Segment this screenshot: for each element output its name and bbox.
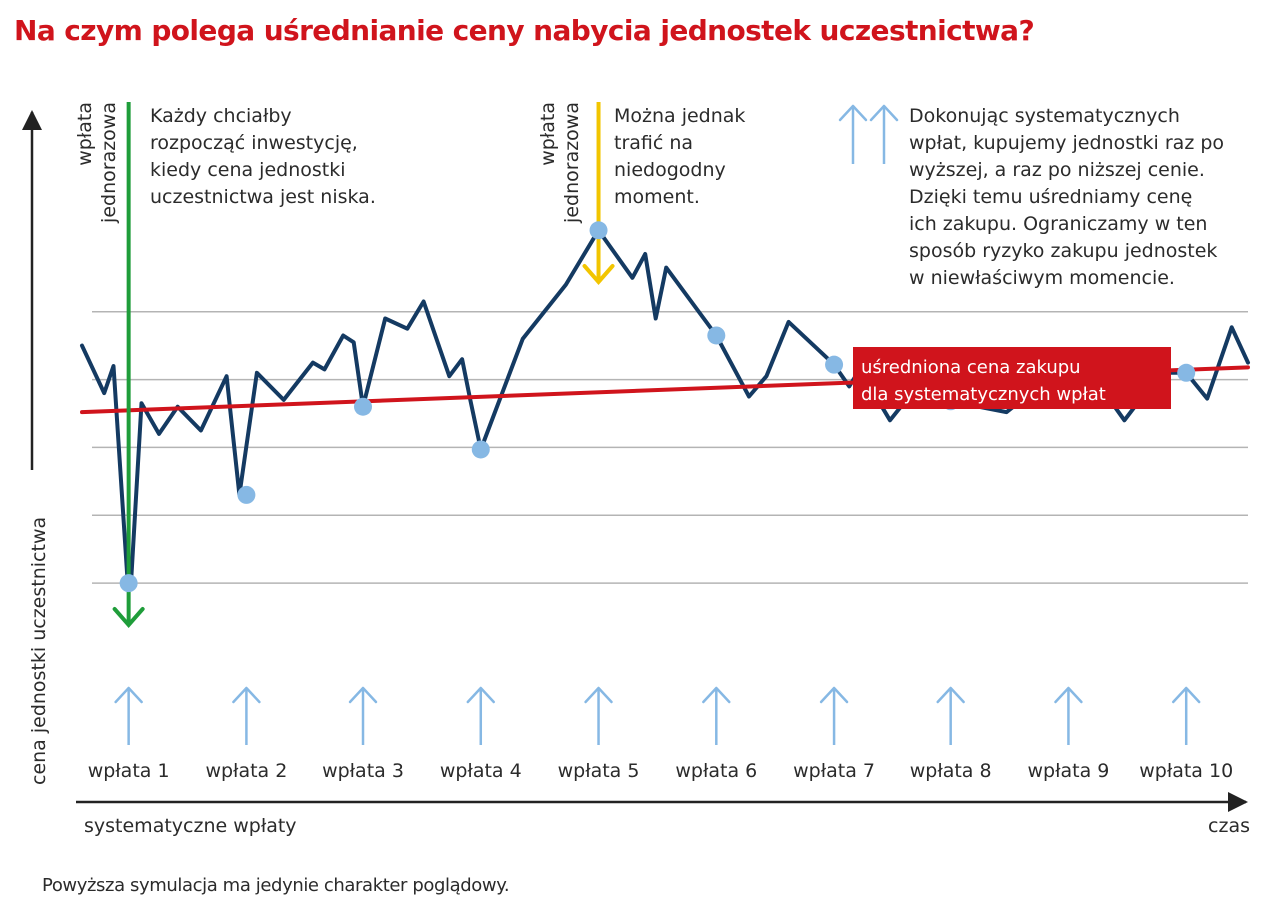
systematic-text: w niewłaściwym momencie. (909, 267, 1175, 289)
purchase-label: wpłata 9 (1027, 760, 1109, 782)
lump-sum-good-text: rozpocząć inwestycję, (150, 132, 358, 154)
labels: cena jednostki uczestnictwa systematyczne… (28, 102, 1250, 837)
purchase-label: wpłata 4 (440, 760, 522, 782)
lump-sum-bad-label: jednorazowa (561, 102, 583, 224)
axes (22, 110, 1248, 812)
purchase-point (237, 485, 256, 504)
average-price-box (853, 347, 1171, 409)
gridlines (92, 310, 1248, 584)
purchase-label: wpłata 7 (793, 760, 875, 782)
purchase-arrow-head (584, 686, 613, 704)
lump-sum-bad-text: moment. (614, 186, 700, 208)
purchase-label: wpłata 10 (1139, 760, 1233, 782)
lump-sum-good-text: Każdy chciałby (150, 105, 292, 127)
purchase-label: wpłata 5 (558, 760, 640, 782)
purchase-arrow-head (819, 686, 849, 704)
lump-sum-bad-text: trafić na (614, 132, 693, 154)
lump-sum-good-arrow-head (112, 607, 145, 629)
average-price-box-text: dla systematycznych wpłat (861, 384, 1106, 405)
purchase-point (1177, 363, 1196, 382)
systematic-text: Dokonując systematycznych (909, 105, 1180, 127)
systematic-arrow-1-head (838, 104, 868, 122)
x-axis-label-right: czas (1208, 815, 1250, 837)
y-axis-label: cena jednostki uczestnictwa (28, 517, 50, 785)
lump-sum-bad-arrow-head (582, 264, 615, 286)
purchase-arrow-head (114, 686, 143, 704)
purchase-point (354, 397, 373, 416)
purchase-arrow-head (232, 686, 261, 704)
systematic-text: ich zakupu. Ograniczamy w ten (909, 213, 1207, 235)
lump-sum-good-label: jednorazowa (98, 102, 120, 224)
purchase-point (119, 574, 138, 593)
purchase-label: wpłata 8 (910, 760, 992, 782)
x-axis-label-left: systematyczne wpłaty (84, 815, 297, 837)
lump-sum-good-label: wpłata (74, 102, 96, 166)
purchase-label: wpłata 3 (322, 760, 404, 782)
purchase-point (825, 355, 844, 374)
purchase-arrow-head (348, 686, 378, 704)
lump-sum-bad-label: wpłata (537, 102, 559, 166)
systematic-text: sposób ryzyko zakupu jednostek (909, 240, 1217, 262)
lump-sum-good-text: uczestnictwa jest niska. (150, 186, 376, 208)
purchase-arrow-head (466, 686, 496, 704)
purchase-arrow-head (1054, 686, 1083, 704)
purchase-point (471, 440, 490, 459)
average-price-box-text: uśredniona cena zakupu (861, 357, 1081, 378)
lump-sum-good-text: kiedy cena jednostki (150, 159, 346, 181)
systematic-text: wyższej, a raz po niższej cenie. (909, 159, 1205, 181)
purchase-point (589, 221, 608, 240)
purchase-arrow-head (1171, 686, 1201, 704)
purchase-label: wpłata 2 (205, 760, 287, 782)
purchase-label: wpłata 6 (675, 760, 757, 782)
lump-sum-bad-text: Można jednak (614, 105, 745, 127)
systematic-arrow-2-head (869, 104, 899, 122)
purchase-arrow-head (702, 686, 731, 704)
footnote: Powyższa symulacja ma jedynie charakter … (42, 875, 510, 896)
purchase-arrow-head (936, 686, 965, 704)
chart-title: Na czym polega uśrednianie ceny nabycia … (14, 14, 1035, 47)
purchase-point (707, 326, 726, 345)
systematic-text: Dzięki temu uśredniamy cenę (909, 186, 1192, 208)
lump-sum-bad-text: niedogodny (614, 159, 726, 181)
systematic-text: wpłat, kupujemy jednostki raz po (909, 132, 1224, 154)
purchase-label: wpłata 1 (88, 760, 170, 782)
markers (112, 102, 1201, 745)
